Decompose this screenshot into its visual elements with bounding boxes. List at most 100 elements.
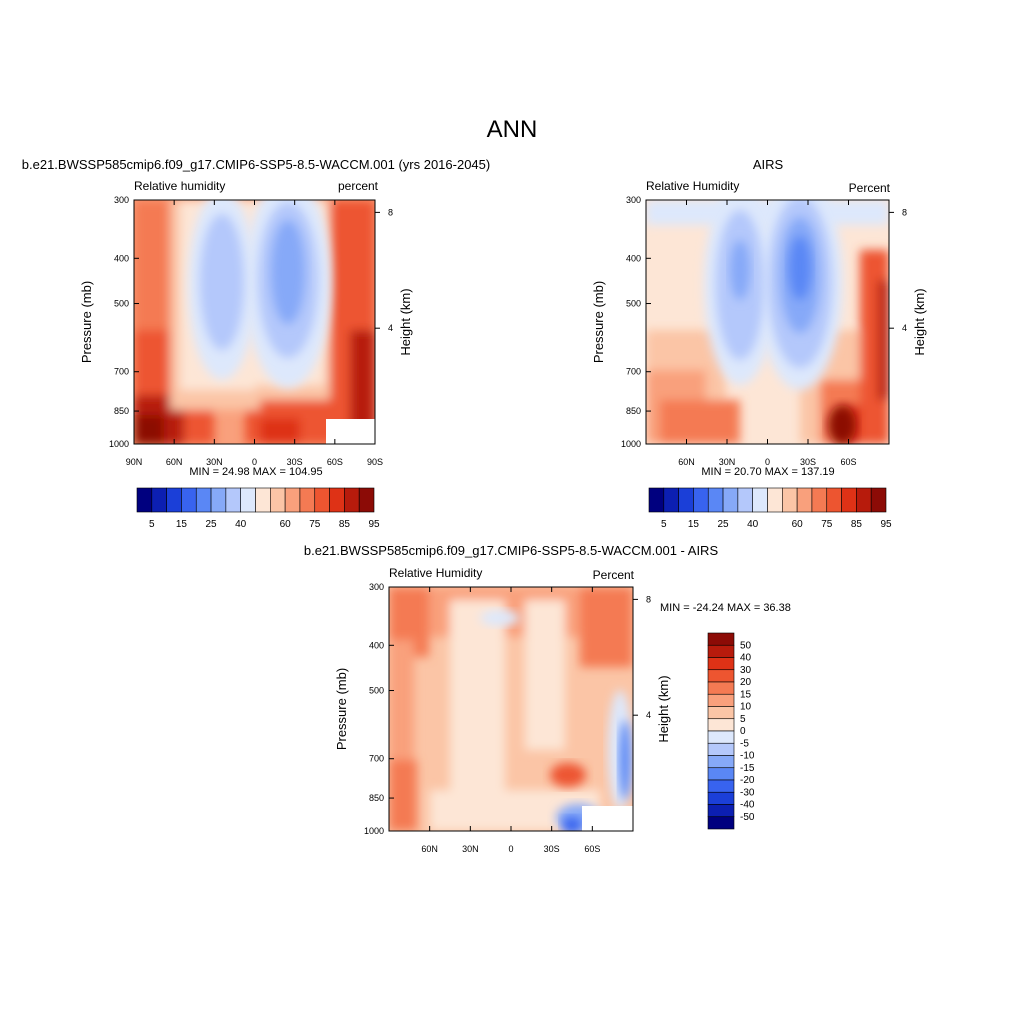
colorbar-swatch bbox=[707, 632, 735, 646]
colorbar-label: 15 bbox=[740, 689, 752, 700]
colorbar-swatch bbox=[707, 816, 735, 830]
y2-axis-label: Height (km) bbox=[912, 288, 927, 355]
y-tick-label: 300 bbox=[369, 582, 384, 592]
y2-tick-label: 8 bbox=[388, 207, 393, 217]
colorbar-swatch bbox=[166, 487, 182, 513]
colorbar-swatch bbox=[707, 779, 735, 793]
colorbar-label: 75 bbox=[821, 519, 833, 530]
x-tick-label: 60S bbox=[327, 457, 343, 467]
panel-model-axes: 90N 60N 30N 0 30S 60S 90S 300 400 500 700 850 1000 8 4… bbox=[79, 195, 413, 467]
colorbar-swatch bbox=[707, 791, 735, 805]
colorbar-label: 95 bbox=[880, 519, 892, 530]
colorbar-label: -30 bbox=[740, 787, 755, 798]
main-title: ANN bbox=[487, 116, 538, 143]
panel-obs-title: AIRS bbox=[753, 157, 784, 172]
y-tick-label: 700 bbox=[626, 367, 641, 377]
colorbar-label: 50 bbox=[740, 640, 752, 651]
colorbar-swatch bbox=[796, 487, 813, 513]
colorbar-label: -10 bbox=[740, 751, 755, 762]
x-tick-label: 30N bbox=[206, 457, 223, 467]
colorbar-swatch bbox=[767, 487, 783, 513]
y2-tick-label: 8 bbox=[902, 207, 907, 217]
panel-obs-axes: 60N 30N 0 30S 60S 300 400 500 700 850 1000 8 4 Pressu… bbox=[591, 195, 927, 467]
x-tick-label: 60N bbox=[421, 844, 438, 854]
colorbar-swatch bbox=[329, 487, 345, 513]
colorbar-label: 10 bbox=[740, 702, 752, 713]
colorbar-swatch bbox=[678, 487, 694, 513]
y-tick-label: 850 bbox=[626, 406, 641, 416]
colorbar-swatch bbox=[707, 755, 735, 769]
colorbar-swatch bbox=[707, 487, 724, 513]
colorbar-swatch bbox=[648, 487, 665, 513]
panel-obs-stats: MIN = 20.70 MAX = 137.19 bbox=[701, 466, 834, 478]
x-tick-label: 60S bbox=[840, 457, 856, 467]
panel-model-stats: MIN = 24.98 MAX = 104.95 bbox=[189, 466, 322, 478]
y-tick-label: 700 bbox=[369, 754, 384, 764]
y-tick-label: 300 bbox=[114, 195, 129, 205]
x-tick-label: 0 bbox=[508, 844, 513, 854]
panel-diff-title: b.e21.BWSSP585cmip6.f09_g17.CMIP6-SSP5-8… bbox=[304, 543, 719, 558]
colorbar-label: 95 bbox=[368, 519, 380, 530]
y2-tick-label: 8 bbox=[646, 594, 651, 604]
x-tick-label: 0 bbox=[765, 457, 770, 467]
colorbar-label: 15 bbox=[176, 519, 188, 530]
y-tick-label: 500 bbox=[369, 686, 384, 696]
y-axis-label: Pressure (mb) bbox=[334, 668, 349, 750]
panel-obs-colorbar: 5 15 25 40 60 75 85 95 bbox=[648, 487, 892, 530]
colorbar-label: 20 bbox=[740, 677, 752, 688]
x-tick-label: 60N bbox=[166, 457, 183, 467]
x-tick-label: 60N bbox=[678, 457, 695, 467]
y-tick-label: 700 bbox=[114, 367, 129, 377]
panel-diff-field bbox=[389, 587, 633, 831]
colorbar-label: -20 bbox=[740, 775, 755, 786]
y2-tick-label: 4 bbox=[902, 323, 907, 333]
y-tick-label: 300 bbox=[626, 195, 641, 205]
x-tick-label: 30S bbox=[544, 844, 560, 854]
colorbar-label: 85 bbox=[339, 519, 351, 530]
colorbar-label: 5 bbox=[740, 714, 746, 725]
colorbar-label: -40 bbox=[740, 800, 755, 811]
colorbar-swatch bbox=[181, 487, 197, 513]
colorbar-swatch bbox=[737, 487, 753, 513]
colorbar-label: 25 bbox=[718, 519, 730, 530]
panel-model-title: b.e21.BWSSP585cmip6.f09_g17.CMIP6-SSP5-8… bbox=[22, 157, 490, 172]
colorbar-swatch bbox=[752, 487, 768, 513]
colorbar-label: -15 bbox=[740, 763, 755, 774]
colorbar-label: 60 bbox=[792, 519, 804, 530]
colorbar-swatch bbox=[240, 487, 256, 513]
colorbar-swatch bbox=[841, 487, 857, 513]
colorbar-swatch bbox=[707, 693, 735, 707]
colorbar-swatch bbox=[136, 487, 153, 513]
panel-obs-units-label: Percent bbox=[849, 181, 891, 195]
panel-obs: AIRS Relative Humidity Percent bbox=[591, 157, 927, 530]
panel-obs-field bbox=[646, 200, 889, 444]
y2-axis-label: Height (km) bbox=[656, 675, 671, 742]
panel-obs-variable-label: Relative Humidity bbox=[646, 179, 739, 193]
colorbar-swatch bbox=[270, 487, 286, 513]
y-tick-label: 850 bbox=[369, 793, 384, 803]
y-axis-label: Pressure (mb) bbox=[79, 281, 94, 363]
y-tick-label: 400 bbox=[626, 253, 641, 263]
colorbar-swatch bbox=[195, 487, 212, 513]
colorbar-swatch bbox=[707, 669, 735, 683]
panel-diff: b.e21.BWSSP585cmip6.f09_g17.CMIP6-SSP5-8… bbox=[304, 543, 791, 854]
x-tick-label: 30S bbox=[800, 457, 816, 467]
colorbar-swatch bbox=[782, 487, 798, 513]
y-tick-label: 400 bbox=[369, 640, 384, 650]
colorbar-label: 60 bbox=[280, 519, 292, 530]
y-tick-label: 1000 bbox=[109, 439, 129, 449]
x-tick-label: 30N bbox=[719, 457, 736, 467]
colorbar-swatch bbox=[210, 487, 227, 513]
colorbar-label: 25 bbox=[206, 519, 218, 530]
colorbar-swatch bbox=[314, 487, 330, 513]
panel-model-colorbar: 5 15 25 40 60 75 85 95 bbox=[136, 487, 380, 530]
colorbar-swatch bbox=[344, 487, 360, 513]
colorbar-swatch bbox=[811, 487, 828, 513]
colorbar-swatch bbox=[707, 718, 735, 732]
y-tick-label: 400 bbox=[114, 253, 129, 263]
colorbar-swatch bbox=[707, 742, 735, 756]
colorbar-label: 40 bbox=[740, 653, 752, 664]
colorbar-swatch bbox=[870, 487, 887, 513]
y2-tick-label: 4 bbox=[388, 323, 393, 333]
